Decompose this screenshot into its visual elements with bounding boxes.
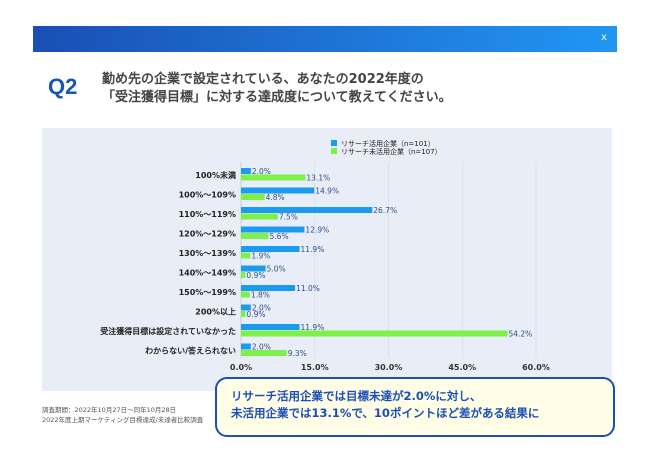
callout-box: リサーチ活用企業では目標未達が2.0%に対し、未活用企業では13.1%で、10ポ…: [215, 377, 615, 437]
bar-unused: [241, 272, 246, 278]
category-label: 100%〜109%: [179, 191, 236, 200]
data-label: 11.9%: [301, 323, 325, 332]
x-tick-label: 30.0%: [375, 363, 403, 372]
data-label: 9.3%: [288, 349, 307, 358]
x-tick-label: 45.0%: [448, 363, 476, 372]
data-label: 13.1%: [306, 174, 330, 183]
data-label: 54.2%: [508, 330, 532, 339]
bar-used: [241, 285, 296, 291]
legend-label: リサーチ未活用企業（n=107）: [341, 147, 442, 156]
bar-used: [241, 246, 300, 252]
bar-used: [241, 187, 315, 194]
footnote: 調査期間：2022年10月27日〜同年10月28日 2022年度上期マーケティング…: [42, 405, 203, 425]
category-label: 受注獲得目標は設定されていなかった: [100, 326, 236, 336]
category-label: 140%〜149%: [179, 269, 236, 278]
bar-used: [241, 343, 251, 350]
bar-used: [241, 168, 251, 174]
legend-label: リサーチ活用企業（n=101）: [341, 139, 435, 148]
data-label: 1.9%: [251, 252, 270, 261]
bar-unused: [241, 194, 265, 200]
data-label: 14.9%: [315, 187, 339, 196]
category-label: 150%〜199%: [179, 288, 236, 297]
category-label: 200%以上: [195, 307, 236, 317]
callout-line-1: リサーチ活用企業では目標未達が2.0%に対し、: [231, 389, 482, 403]
data-label: 4.8%: [266, 193, 285, 202]
bar-unused: [241, 213, 278, 220]
question-text: 勤め先の企業で設定されている、あなたの2022年度の「受注獲得目標」に対する達成…: [102, 71, 452, 107]
question-line-1: 勤め先の企業で設定されている、あなたの2022年度の: [102, 72, 424, 87]
footnote-period: 調査期間：2022年10月27日〜同年10月28日: [42, 406, 177, 414]
bar-used: [241, 304, 251, 311]
data-label: 26.7%: [373, 206, 397, 215]
x-tick-label: 0.0%: [230, 363, 252, 372]
bar-unused: [241, 174, 306, 181]
x-tick-label: 15.0%: [301, 363, 329, 372]
data-label: 2.0%: [252, 167, 271, 176]
category-label: 120%〜129%: [179, 230, 236, 239]
category-label: 130%〜139%: [179, 249, 236, 258]
bar-unused: [241, 252, 251, 259]
legend-swatch: [331, 140, 337, 146]
data-label: 7.5%: [279, 213, 298, 222]
bar-unused: [241, 311, 246, 317]
bar-unused: [241, 330, 508, 337]
data-label: 2.0%: [252, 343, 271, 352]
bar-unused: [241, 291, 250, 298]
category-label: 100%未満: [195, 170, 236, 180]
data-label: 5.6%: [270, 232, 289, 241]
bar-used: [241, 265, 266, 272]
data-label: 12.9%: [305, 226, 329, 235]
data-label: 0.9%: [246, 310, 265, 319]
bar-used: [241, 207, 373, 213]
bar-used: [241, 324, 300, 330]
data-label: 2.0%: [252, 304, 271, 313]
data-label: 11.9%: [301, 245, 325, 254]
close-button[interactable]: x: [601, 32, 607, 43]
chart-panel: [42, 128, 612, 391]
category-label: 110%〜119%: [179, 210, 236, 219]
data-label: 1.8%: [251, 291, 270, 300]
data-label: 5.0%: [267, 265, 286, 274]
bar-unused: [241, 233, 269, 239]
header-bar: x: [33, 26, 617, 52]
callout-line-2: 未活用企業では13.1%で、10ポイントほど差がある結果に: [231, 406, 540, 420]
x-tick-label: 60.0%: [522, 363, 550, 372]
data-label: 0.9%: [246, 271, 265, 280]
bar-unused: [241, 350, 287, 356]
category-label: わからない/答えられない: [145, 346, 236, 356]
question-number: Q2: [48, 74, 78, 99]
question-line-2: 「受注獲得目標」に対する達成度について教えてください。: [102, 90, 452, 105]
footnote-survey: 2022年度上期マーケティング目標達成/未達者比較調査: [42, 416, 204, 424]
legend-swatch: [331, 148, 337, 154]
bar-used: [241, 226, 305, 233]
data-label: 11.0%: [296, 284, 320, 293]
